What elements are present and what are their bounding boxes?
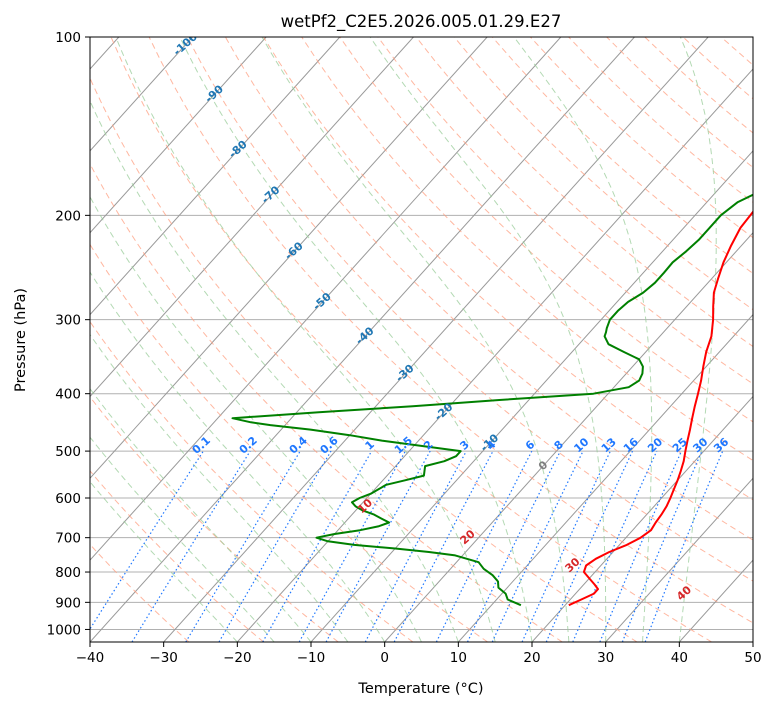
mixing-ratio-line [298, 450, 406, 642]
x-tick-label: −30 [149, 650, 178, 666]
dry-adiabat-line [415, 37, 753, 348]
dry-adiabat-line [90, 396, 339, 642]
moist-adiabat-line [261, 37, 570, 642]
mixing-ratio-line [435, 450, 533, 642]
mixing-ratio-line [131, 450, 251, 642]
y-tick-label: 900 [55, 595, 81, 611]
dry-adiabat-line [90, 243, 488, 642]
y-tick-label: 500 [55, 444, 81, 460]
moist-adiabat-line [513, 37, 653, 642]
moist-adiabat-line [90, 481, 238, 642]
moist-adiabat-line [179, 37, 533, 642]
x-tick-label: 40 [671, 650, 688, 666]
dry-adiabat-line [90, 162, 563, 642]
isotherm-line [605, 477, 753, 642]
moist-adiabat-line [90, 271, 386, 642]
moist-adiabat-line [678, 37, 717, 642]
dry-adiabat-line [90, 320, 414, 642]
isotherm-line [90, 37, 562, 561]
dry-adiabat-line [90, 470, 264, 642]
x-tick-label: 30 [597, 650, 614, 666]
moist-adiabat-line [90, 99, 459, 642]
y-tick-label: 1000 [47, 622, 81, 638]
plot-frame [89, 36, 754, 643]
x-tick-label: 20 [523, 650, 540, 666]
isotherm-line [90, 37, 267, 234]
dry-adiabat-line [110, 37, 712, 642]
x-tick-label: 50 [744, 650, 761, 666]
isotherm-line [384, 231, 753, 642]
isotherm-line [90, 37, 488, 480]
moist-adiabat-line [115, 37, 496, 642]
x-axis-title: Temperature (°C) [357, 681, 483, 697]
dry-adiabat-line [148, 37, 753, 624]
isotherm-line [310, 150, 753, 642]
mixing-ratio-line [364, 450, 467, 642]
dry-adiabat-line [453, 37, 753, 311]
mixing-ratio-line [90, 450, 204, 631]
y-tick-label: 700 [55, 531, 81, 547]
isotherm-line [163, 37, 709, 642]
y-tick-label: 400 [55, 387, 81, 403]
x-tick-label: 10 [450, 650, 467, 666]
moist-adiabat-line [90, 387, 312, 642]
moist-adiabat-line [369, 37, 607, 642]
isotherm-line [457, 313, 753, 642]
isotherm-line [90, 37, 193, 152]
isotherm-line [90, 37, 341, 316]
temperature-profile-line [568, 210, 753, 607]
chart-title: wetPf2_C2E5.2026.005.01.29.E27 [281, 12, 562, 32]
moist-adiabat-line [90, 333, 349, 642]
y-tick-label: 800 [55, 565, 81, 581]
x-tick-label: 0 [380, 650, 389, 666]
dry-adiabat-line [377, 37, 753, 385]
x-tick-label: −10 [297, 650, 326, 666]
y-tick-label: 300 [55, 313, 81, 329]
mixing-ratio-line [572, 450, 658, 642]
mixing-ratio-line [621, 450, 703, 642]
isotherm-line [90, 37, 635, 642]
dewpoint-profile-line [231, 193, 753, 607]
mixing-ratio-line [599, 450, 682, 642]
isotherm-line [90, 37, 414, 398]
y-axis-title: Pressure (hPa) [13, 288, 29, 392]
y-tick-label: 600 [55, 491, 81, 507]
mixing-ratio-line [644, 450, 724, 642]
y-tick-label: 100 [55, 30, 81, 46]
x-tick-label: −20 [223, 650, 252, 666]
mixing-ratio-line [325, 450, 431, 642]
x-tick-label: −40 [76, 650, 105, 666]
y-tick-label: 200 [55, 208, 81, 224]
isotherm-line [531, 395, 753, 642]
dry-adiabat-line [90, 543, 190, 642]
mixing-ratio-line [545, 450, 634, 642]
moist-adiabat-line [90, 436, 275, 642]
